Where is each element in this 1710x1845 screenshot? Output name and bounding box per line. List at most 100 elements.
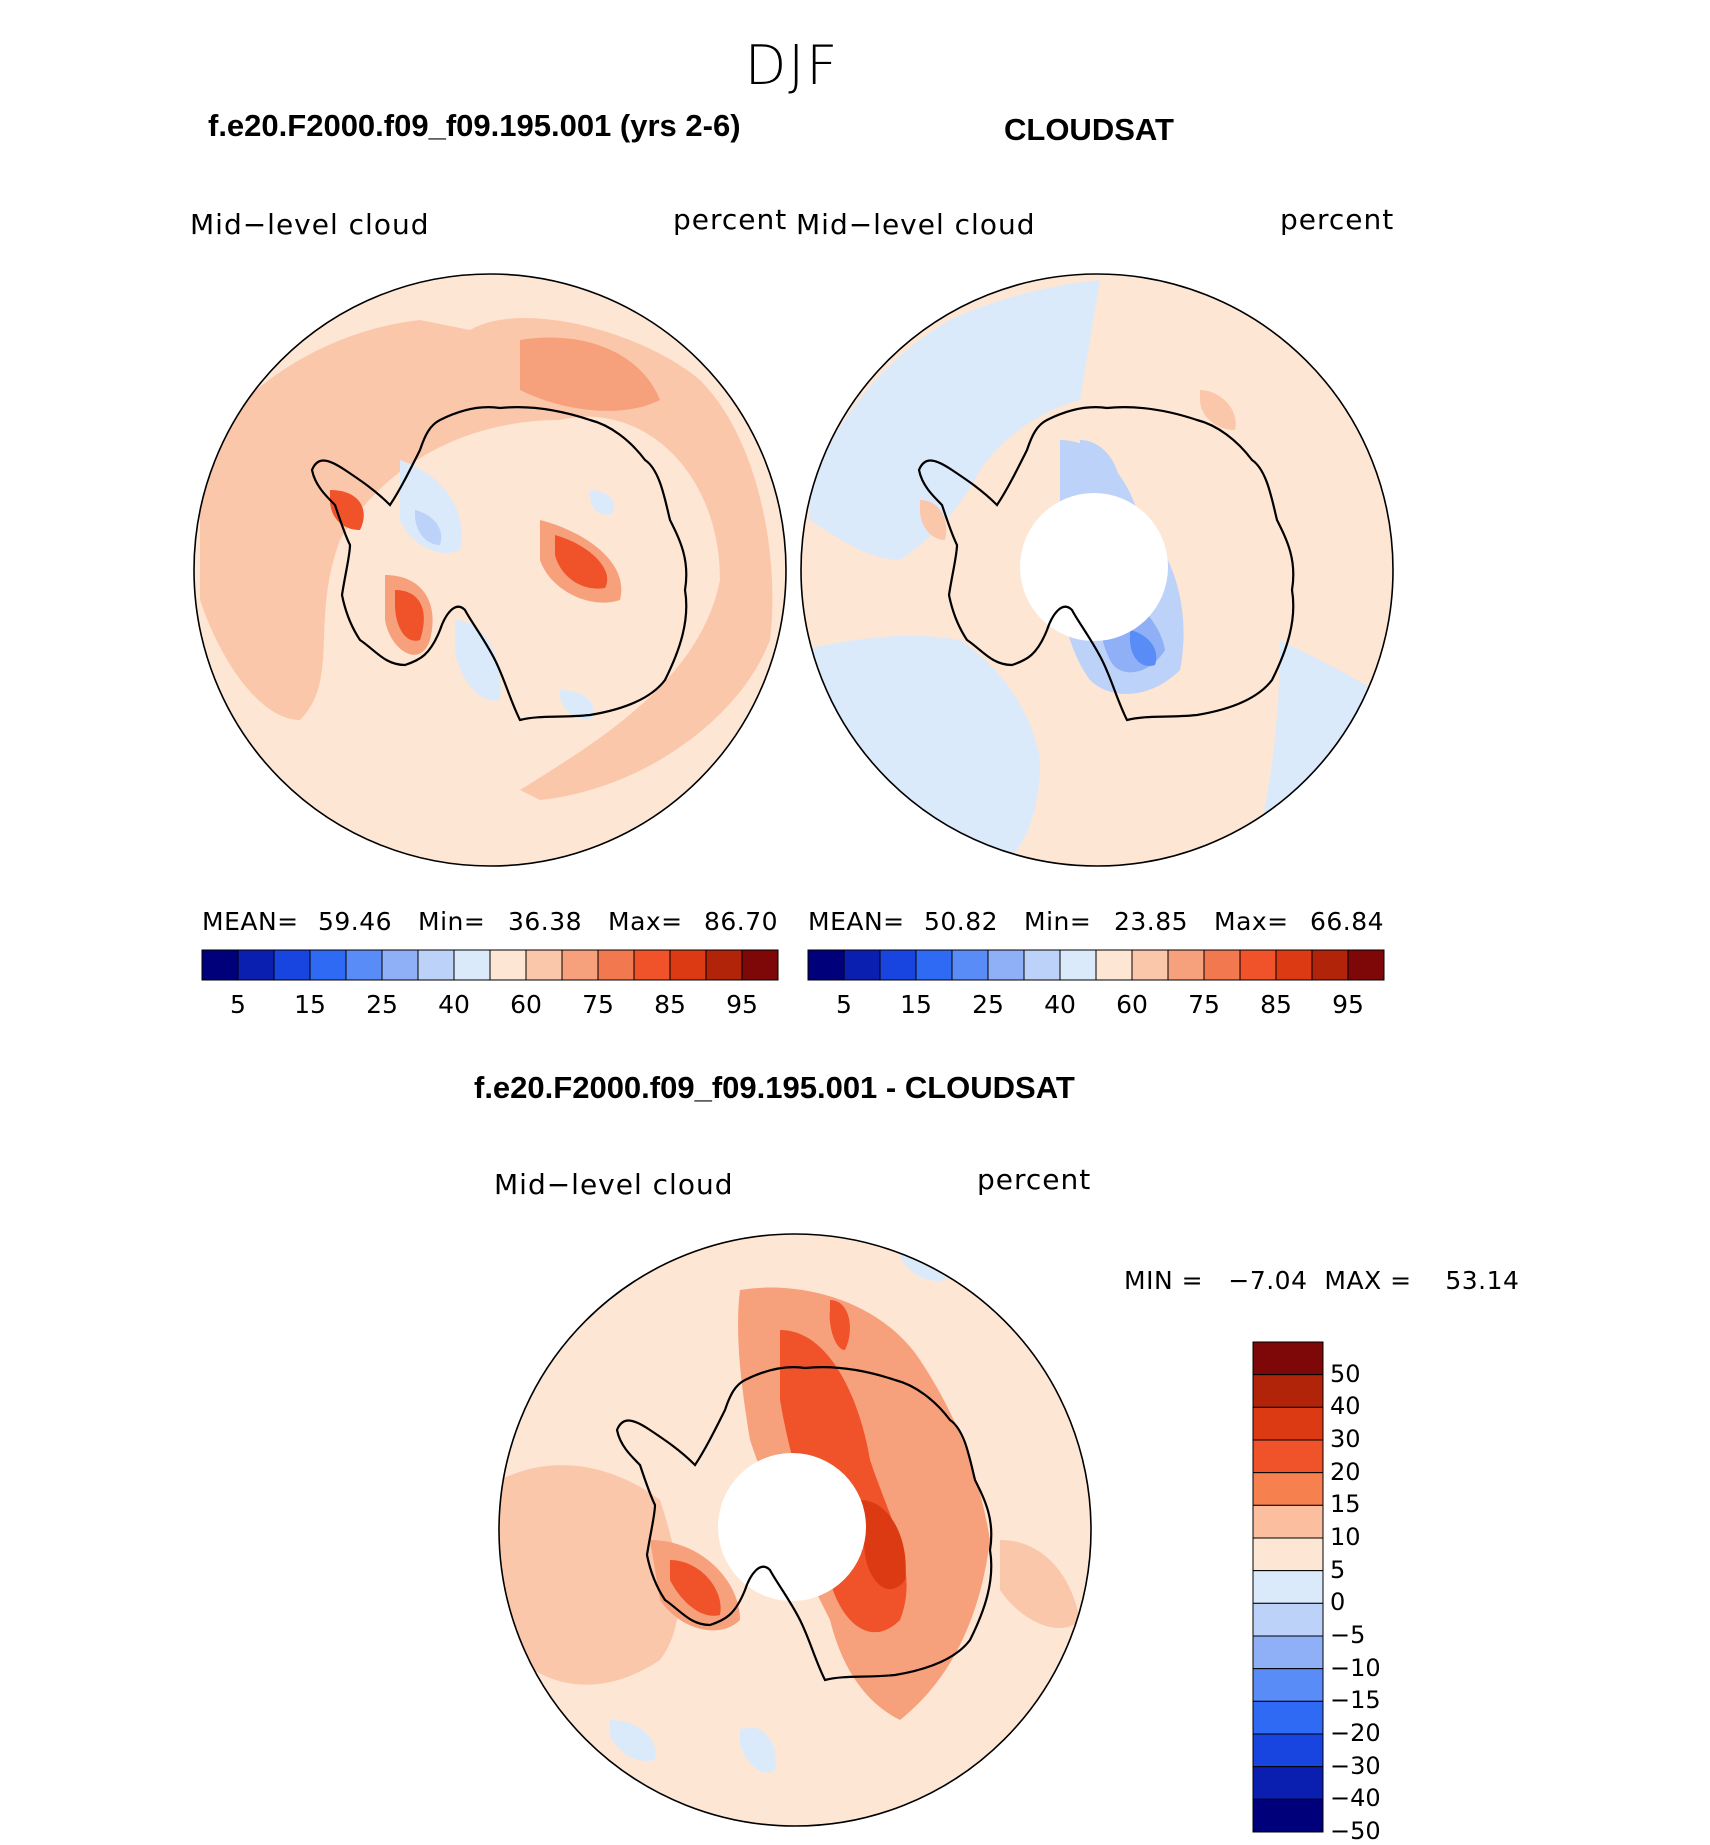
colorbar-tick-label: 10 bbox=[1330, 1523, 1361, 1551]
colorbar-swatch bbox=[1203, 949, 1241, 981]
colorbar-swatch bbox=[201, 949, 239, 981]
left-colorbar bbox=[201, 949, 779, 981]
colorbar-tick-label: 0 bbox=[1330, 1588, 1346, 1617]
left-max-value: 86.70 bbox=[704, 907, 779, 936]
colorbar-tick-label: −20 bbox=[1330, 1719, 1381, 1747]
colorbar-tick-label: 40 bbox=[1330, 1392, 1361, 1421]
colorbar-swatch bbox=[807, 949, 845, 981]
colorbar-tick-label: 40 bbox=[438, 990, 470, 1019]
colorbar-swatch bbox=[417, 949, 455, 981]
colorbar-swatch bbox=[525, 949, 563, 981]
right-colorbar-ticks: 5 15 25 40 60 75 85 95 bbox=[808, 990, 1384, 1022]
right-mean-label: MEAN= bbox=[808, 907, 905, 936]
difference-colorbar-ticks: 50 40 30 20 15 10 5 0 −5 −10 −15 −20 −30 −40 −50 bbox=[1330, 1342, 1430, 1845]
left-min-label: Min= bbox=[418, 907, 486, 936]
right-variable-label: Mid−level cloud bbox=[796, 208, 1036, 241]
colorbar-swatch bbox=[1275, 949, 1313, 981]
colorbar-swatch bbox=[705, 949, 743, 981]
left-mean-value: 59.46 bbox=[318, 907, 393, 936]
colorbar-swatch bbox=[1252, 1570, 1324, 1604]
colorbar-swatch bbox=[951, 949, 989, 981]
colorbar-tick-label: 85 bbox=[1260, 990, 1292, 1019]
colorbar-swatch bbox=[1059, 949, 1097, 981]
right-colorbar bbox=[807, 949, 1385, 981]
colorbar-tick-label: 15 bbox=[900, 990, 932, 1019]
left-units-label: percent bbox=[673, 203, 788, 236]
colorbar-tick-label: 95 bbox=[726, 990, 758, 1019]
colorbar-swatch bbox=[489, 949, 527, 981]
colorbar-swatch bbox=[1239, 949, 1277, 981]
left-variable-label: Mid−level cloud bbox=[190, 208, 430, 241]
colorbar-swatch bbox=[1252, 1798, 1324, 1833]
right-min-value: 23.85 bbox=[1114, 907, 1189, 936]
colorbar-tick-label: 25 bbox=[366, 990, 398, 1019]
colorbar-tick-label: 40 bbox=[1044, 990, 1076, 1019]
colorbar-swatch bbox=[597, 949, 635, 981]
colorbar-swatch bbox=[915, 949, 953, 981]
colorbar-swatch bbox=[1252, 1733, 1324, 1768]
colorbar-swatch bbox=[1252, 1504, 1324, 1539]
colorbar-swatch bbox=[273, 949, 311, 981]
colorbar-swatch bbox=[1167, 949, 1205, 981]
colorbar-swatch bbox=[633, 949, 671, 981]
colorbar-swatch bbox=[741, 949, 779, 981]
season-title: DJF bbox=[744, 34, 840, 97]
left-min-value: 36.38 bbox=[508, 907, 583, 936]
colorbar-tick-label: −5 bbox=[1330, 1621, 1366, 1649]
colorbar-swatch bbox=[669, 949, 707, 981]
colorbar-tick-label: 5 bbox=[836, 990, 852, 1019]
colorbar-tick-label: 60 bbox=[510, 990, 542, 1019]
colorbar-tick-label: 30 bbox=[1330, 1425, 1361, 1453]
colorbar-tick-label: 15 bbox=[1330, 1490, 1361, 1519]
colorbar-swatch bbox=[1252, 1700, 1324, 1735]
left-mean-label: MEAN= bbox=[202, 907, 299, 936]
colorbar-tick-label: 5 bbox=[230, 990, 246, 1019]
colorbar-tick-label: 60 bbox=[1116, 990, 1148, 1019]
right-min-label: Min= bbox=[1024, 907, 1092, 936]
colorbar-tick-label: 20 bbox=[1330, 1457, 1361, 1486]
colorbar-tick-label: 95 bbox=[1332, 990, 1364, 1019]
colorbar-tick-label: 15 bbox=[294, 990, 326, 1019]
colorbar-swatch bbox=[453, 949, 491, 981]
left-max-label: Max= bbox=[608, 907, 683, 936]
right-max-value: 66.84 bbox=[1310, 907, 1385, 936]
colorbar-swatch bbox=[1095, 949, 1133, 981]
colorbar-tick-label: 50 bbox=[1330, 1359, 1361, 1388]
right-max-label: Max= bbox=[1214, 907, 1289, 936]
colorbar-swatch bbox=[1252, 1766, 1324, 1800]
right-units-label: percent bbox=[1280, 203, 1395, 236]
left-panel-title: f.e20.F2000.f09_f09.195.001 (yrs 2-6) bbox=[208, 108, 741, 143]
colorbar-swatch bbox=[843, 949, 881, 981]
difference-colorbar bbox=[1252, 1341, 1324, 1833]
colorbar-swatch bbox=[1252, 1668, 1324, 1702]
colorbar-swatch bbox=[1252, 1341, 1324, 1376]
colorbar-swatch bbox=[1252, 1472, 1324, 1506]
colorbar-swatch bbox=[1347, 949, 1385, 981]
colorbar-swatch bbox=[987, 949, 1025, 981]
colorbar-swatch bbox=[1131, 949, 1169, 981]
colorbar-tick-label: −50 bbox=[1330, 1817, 1381, 1845]
right-panel-title: CLOUDSAT bbox=[1004, 112, 1174, 147]
colorbar-swatch bbox=[1252, 1406, 1324, 1441]
right-mean-value: 50.82 bbox=[924, 907, 999, 936]
colorbar-swatch bbox=[561, 949, 599, 981]
diff-variable-label: Mid−level cloud bbox=[494, 1168, 734, 1201]
diff-minmax-label: MIN = −7.04 MAX = 53.14 bbox=[1124, 1266, 1520, 1295]
colorbar-swatch bbox=[237, 949, 275, 981]
colorbar-tick-label: −15 bbox=[1330, 1686, 1381, 1715]
colorbar-tick-label: 85 bbox=[654, 990, 686, 1019]
diff-panel-title: f.e20.F2000.f09_f09.195.001 - CLOUDSAT bbox=[474, 1070, 1075, 1105]
colorbar-swatch bbox=[309, 949, 347, 981]
colorbar-tick-label: −40 bbox=[1330, 1784, 1381, 1813]
colorbar-tick-label: 75 bbox=[582, 990, 614, 1019]
colorbar-tick-label: 75 bbox=[1188, 990, 1220, 1019]
colorbar-tick-label: 25 bbox=[972, 990, 1004, 1019]
colorbar-swatch bbox=[1252, 1537, 1324, 1572]
colorbar-swatch bbox=[1311, 949, 1349, 981]
left-colorbar-ticks: 5 15 25 40 60 75 85 95 bbox=[202, 990, 778, 1022]
colorbar-swatch bbox=[879, 949, 917, 981]
colorbar-swatch bbox=[1252, 1374, 1324, 1408]
